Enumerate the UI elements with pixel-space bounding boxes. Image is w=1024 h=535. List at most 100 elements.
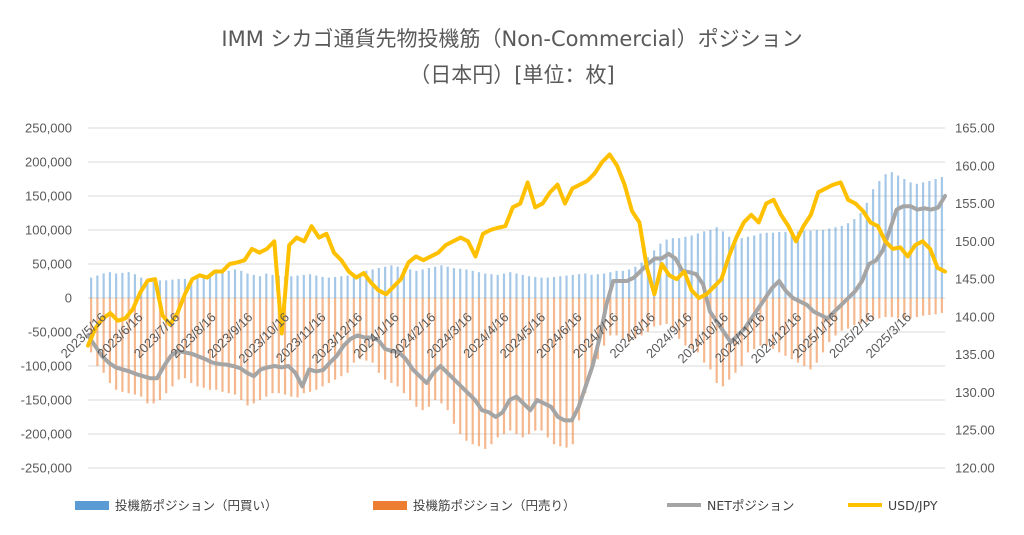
bar-yen-buy	[133, 274, 137, 298]
bar-yen-buy	[440, 265, 443, 298]
bar-yen-sell	[471, 298, 474, 445]
bar-yen-buy	[427, 268, 431, 298]
bar-yen-sell	[158, 298, 162, 400]
bar-yen-sell	[340, 298, 343, 377]
bar-yen-sell	[133, 298, 137, 395]
bar-yen-sell	[590, 298, 593, 373]
bar-yen-sell	[871, 298, 875, 320]
bar-yen-buy	[233, 269, 237, 298]
bar-yen-sell	[402, 298, 405, 394]
bar-yen-buy	[165, 280, 168, 298]
bar-yen-buy	[127, 272, 130, 298]
bar-yen-sell	[678, 298, 681, 339]
bar-yen-sell	[709, 298, 712, 370]
bar-yen-sell	[509, 298, 512, 431]
bar-yen-buy	[890, 172, 893, 298]
left-axis-tick-label: -150,000	[21, 393, 72, 408]
bar-yen-sell	[521, 298, 524, 438]
bar-yen-sell	[258, 298, 262, 400]
bar-yen-buy	[571, 274, 574, 298]
bar-yen-buy	[290, 276, 293, 298]
bar-yen-buy	[765, 232, 768, 298]
bar-yen-sell	[703, 298, 706, 363]
bar-yen-buy	[596, 274, 599, 298]
bar-yen-sell	[446, 298, 449, 411]
bar-yen-buy	[215, 273, 218, 298]
left-axis-tick-label: -50,000	[28, 325, 72, 340]
bar-yen-sell	[465, 298, 468, 441]
bar-yen-sell	[296, 298, 299, 398]
bar-yen-sell	[252, 298, 255, 404]
bar-yen-sell	[171, 298, 174, 387]
bar-yen-sell	[784, 298, 787, 356]
bar-yen-sell	[878, 298, 881, 319]
bar-yen-sell	[346, 298, 349, 373]
bar-yen-buy	[540, 277, 543, 298]
bar-yen-sell	[684, 298, 687, 346]
bar-yen-buy	[602, 273, 606, 298]
bar-yen-sell	[140, 298, 143, 397]
bar-yen-sell	[940, 298, 943, 313]
bar-yen-sell	[527, 298, 531, 434]
right-axis-tick-label: 140.00	[955, 309, 995, 324]
bar-yen-buy	[446, 266, 449, 298]
bar-yen-buy	[327, 277, 330, 298]
bar-yen-sell	[715, 298, 718, 383]
bar-yen-buy	[415, 270, 418, 298]
bar-yen-sell	[865, 298, 868, 322]
bar-yen-buy	[102, 273, 105, 298]
bar-yen-buy	[515, 273, 518, 298]
bar-yen-buy	[915, 183, 918, 298]
bar-yen-sell	[427, 298, 431, 407]
bar-yen-sell	[484, 298, 487, 449]
bar-yen-buy	[384, 266, 387, 298]
bar-yen-sell	[634, 298, 637, 339]
bar-yen-sell	[796, 298, 800, 363]
bar-yen-buy	[477, 272, 481, 298]
bar-yen-sell	[840, 298, 843, 331]
bar-yen-sell	[615, 298, 618, 336]
bar-yen-buy	[527, 276, 531, 298]
bar-yen-sell	[821, 298, 825, 353]
bar-yen-buy	[584, 273, 587, 298]
series-lines	[86, 152, 947, 423]
bar-yen-sell	[321, 298, 324, 387]
bar-yen-sell	[377, 298, 380, 373]
bar-yen-sell	[102, 298, 105, 373]
legend-swatch-yen-sell	[373, 501, 407, 510]
left-axis-tick-label: -200,000	[21, 427, 72, 442]
bar-yen-buy	[421, 269, 424, 298]
bar-yen-sell	[815, 298, 818, 363]
bar-yen-sell	[922, 298, 925, 316]
bar-yen-sell	[283, 298, 287, 395]
bar-yen-sell	[890, 298, 893, 318]
bar-yen-buy	[859, 213, 862, 298]
bar-yen-buy	[771, 232, 775, 298]
bar-yen-buy	[721, 231, 725, 298]
bar-yen-buy	[321, 276, 324, 298]
bar-yen-buy	[390, 265, 393, 298]
right-axis-ticks: 165.00 160.00 155.00 150.00 145.00 140.00 135.…	[955, 121, 995, 476]
bar-yen-buy	[628, 269, 631, 298]
bar-yen-sell	[909, 298, 912, 319]
bar-yen-sell	[665, 298, 668, 324]
chart-title-line1: IMM シカゴ通貨先物投機筋（Non-Commercial）ポジション	[221, 27, 802, 51]
bar-yen-buy	[196, 277, 199, 298]
bar-yen-buy	[846, 223, 850, 298]
right-axis-tick-label: 150.00	[955, 234, 995, 249]
bar-yen-buy	[759, 233, 762, 298]
bar-yen-buy	[402, 268, 405, 298]
bar-yen-buy	[909, 182, 912, 298]
bar-yen-buy	[471, 270, 474, 298]
left-axis-tick-label: 100,000	[25, 223, 72, 238]
bar-yen-buy	[815, 230, 818, 298]
bar-yen-sell	[646, 298, 649, 332]
bar-yen-buy	[265, 273, 268, 298]
right-axis-tick-label: 125.00	[955, 423, 995, 438]
bar-yen-sell	[671, 298, 674, 329]
bar-yen-sell	[771, 298, 775, 349]
bar-yen-buy	[621, 270, 624, 298]
chart-title-line2: （日本円）[単位：枚]	[409, 63, 614, 87]
bar-yen-sell	[565, 298, 568, 448]
